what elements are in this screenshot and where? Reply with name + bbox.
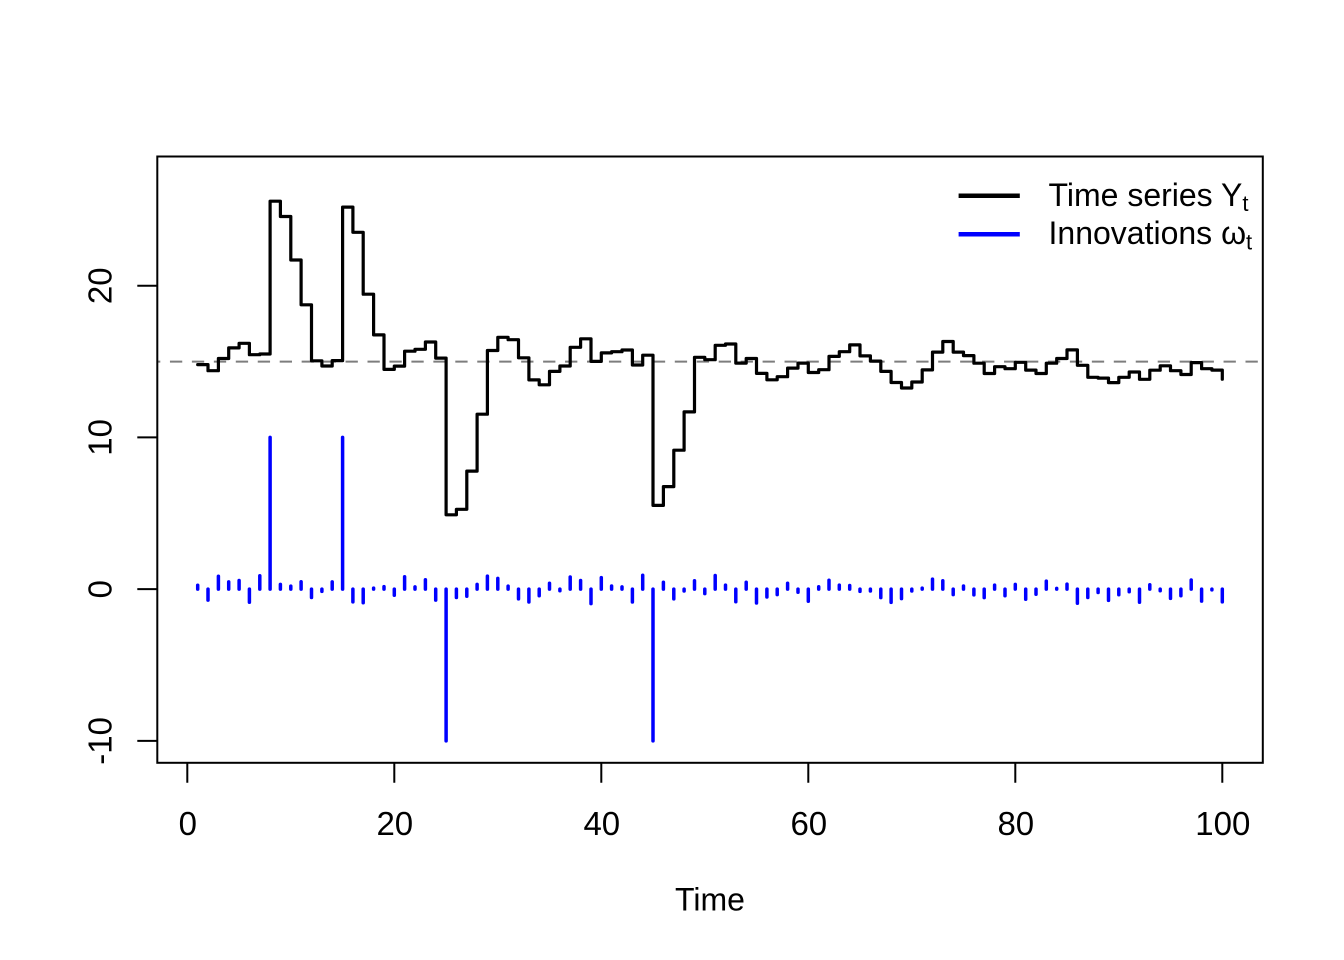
svg-text:20: 20 xyxy=(81,267,118,304)
svg-text:100: 100 xyxy=(1195,805,1250,842)
svg-text:Time series Yt: Time series Yt xyxy=(1049,177,1249,216)
svg-text:0: 0 xyxy=(179,805,197,842)
svg-text:60: 60 xyxy=(790,805,827,842)
svg-text:10: 10 xyxy=(81,419,118,456)
svg-text:40: 40 xyxy=(583,805,620,842)
svg-text:-10: -10 xyxy=(81,717,118,765)
svg-text:80: 80 xyxy=(997,805,1034,842)
svg-text:20: 20 xyxy=(376,805,413,842)
svg-text:Time: Time xyxy=(675,882,745,918)
svg-text:0: 0 xyxy=(81,580,118,598)
svg-text:Innovations ωt: Innovations ωt xyxy=(1049,215,1253,254)
